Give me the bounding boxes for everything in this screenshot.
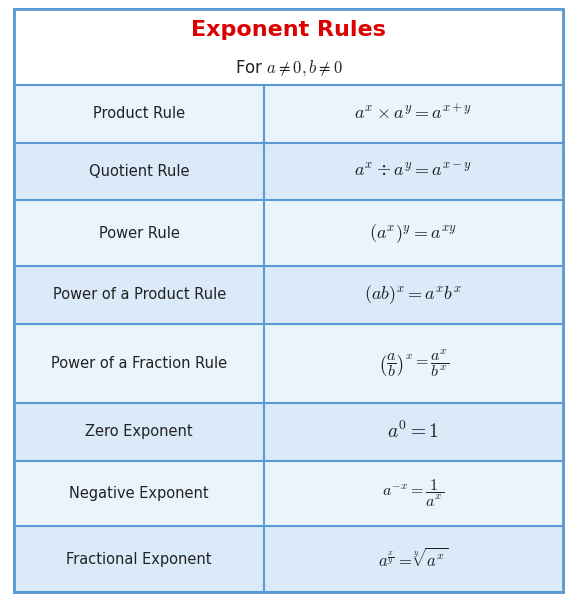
FancyBboxPatch shape (14, 324, 563, 403)
Text: $a^{x} \div a^{y} = a^{x-y}$: $a^{x} \div a^{y} = a^{x-y}$ (354, 162, 473, 180)
Text: $a^{0} = 1$: $a^{0} = 1$ (387, 421, 439, 442)
Text: Power Rule: Power Rule (99, 226, 179, 240)
Text: $(a^{x})^{y} = a^{xy}$: $(a^{x})^{y} = a^{xy}$ (369, 222, 457, 245)
Text: Negative Exponent: Negative Exponent (69, 486, 209, 501)
FancyBboxPatch shape (14, 200, 563, 266)
FancyBboxPatch shape (14, 9, 563, 592)
Text: $a^{-x} = \dfrac{1}{a^{x}}$: $a^{-x} = \dfrac{1}{a^{x}}$ (382, 478, 444, 509)
FancyBboxPatch shape (14, 266, 563, 324)
Text: Power of a Product Rule: Power of a Product Rule (53, 287, 226, 302)
FancyBboxPatch shape (14, 403, 563, 460)
FancyBboxPatch shape (14, 460, 563, 526)
Text: Quotient Rule: Quotient Rule (89, 164, 189, 179)
Text: Product Rule: Product Rule (93, 106, 185, 121)
FancyBboxPatch shape (14, 85, 563, 142)
Text: For $a \neq 0, b \neq 0$: For $a \neq 0, b \neq 0$ (235, 58, 342, 78)
FancyBboxPatch shape (14, 526, 563, 592)
Text: Zero Exponent: Zero Exponent (85, 424, 193, 439)
FancyBboxPatch shape (14, 9, 563, 85)
Text: $a^{\frac{x}{y}} = \sqrt[y]{a^{x}}$: $a^{\frac{x}{y}} = \sqrt[y]{a^{x}}$ (378, 548, 448, 571)
Text: $\left(\dfrac{a}{b}\right)^{x} = \dfrac{a^{x}}{b^{x}}$: $\left(\dfrac{a}{b}\right)^{x} = \dfrac{… (377, 348, 449, 379)
Text: Fractional Exponent: Fractional Exponent (66, 552, 212, 567)
Text: $(ab)^{x} = a^{x}b^{x}$: $(ab)^{x} = a^{x}b^{x}$ (364, 284, 462, 307)
Text: $a^{x} \times a^{y} = a^{x+y}$: $a^{x} \times a^{y} = a^{x+y}$ (354, 105, 473, 123)
FancyBboxPatch shape (14, 142, 563, 200)
Text: Power of a Fraction Rule: Power of a Fraction Rule (51, 356, 227, 371)
Text: Exponent Rules: Exponent Rules (191, 20, 386, 40)
